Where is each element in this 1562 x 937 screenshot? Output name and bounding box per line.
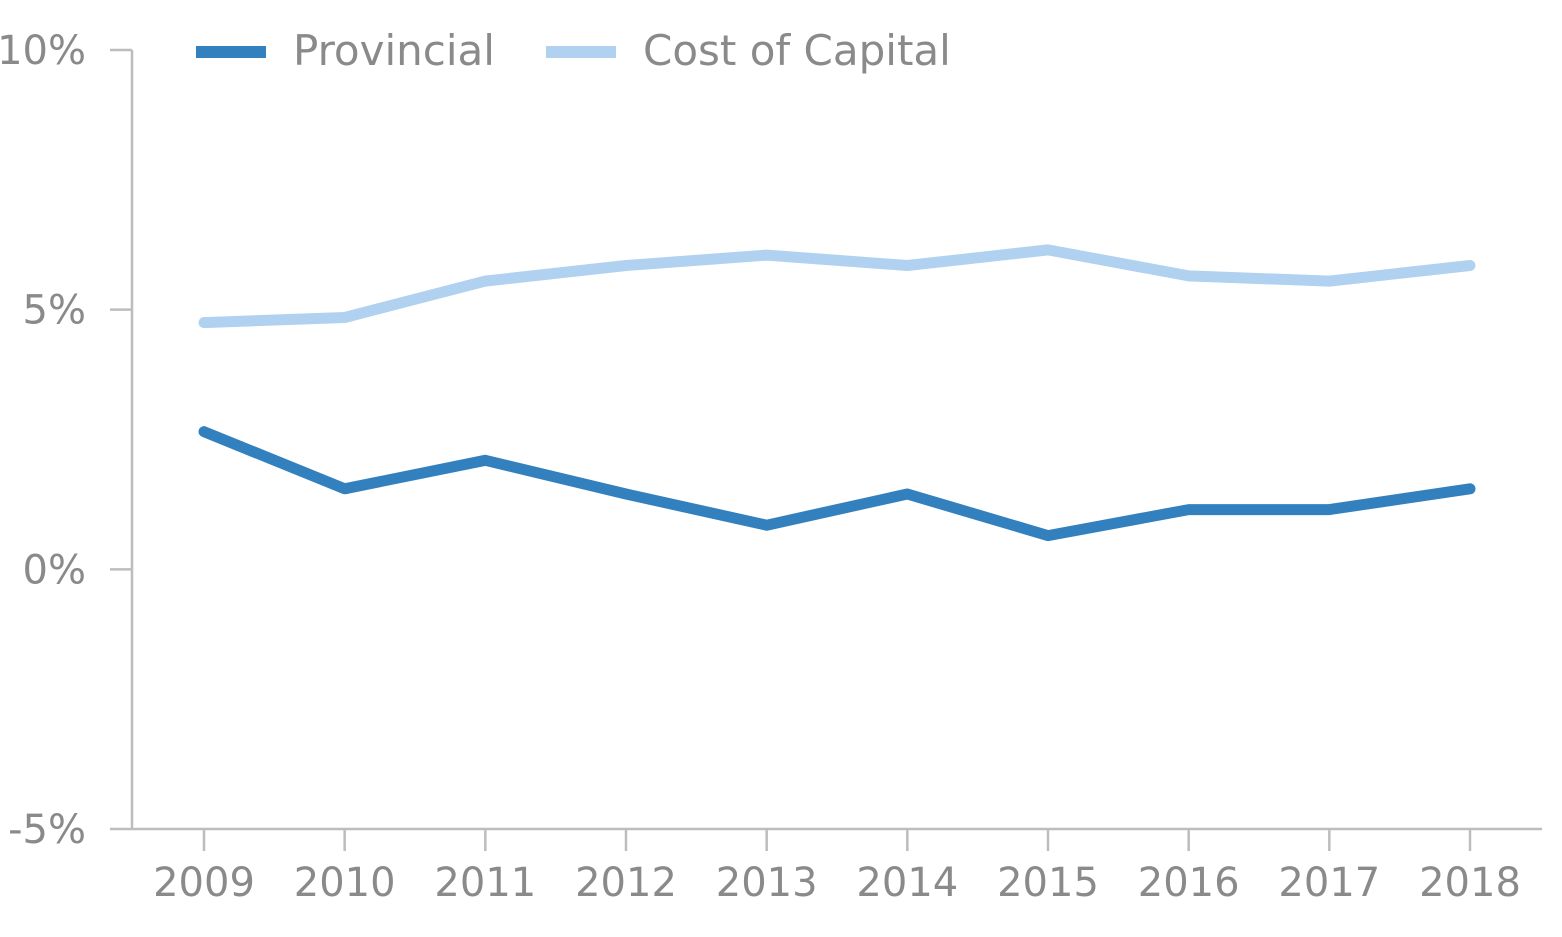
legend-item-provincial: Provincial [196, 26, 495, 75]
legend-label: Provincial [293, 26, 495, 75]
series-layer [198, 244, 1476, 542]
series-line-cost-of-capital [198, 244, 1476, 329]
x-tick-label: 2013 [716, 860, 818, 906]
x-tick-label: 2015 [997, 860, 1099, 906]
legend-item-cost-of-capital: Cost of Capital [546, 26, 951, 75]
x-tick-label: 2012 [575, 860, 677, 906]
x-tick-label: 2017 [1278, 860, 1380, 906]
x-tick-label: 2009 [153, 860, 255, 906]
legend: Provincial Cost of Capital [196, 26, 951, 75]
x-tick-label: 2011 [434, 860, 536, 906]
x-tick-label: 2016 [1138, 860, 1240, 906]
y-tick-label: 5% [23, 288, 86, 334]
series-line-provincial [198, 426, 1476, 542]
x-axis: 2009 2010 2011 2012 2013 2014 2015 2016 2017 2018 [132, 827, 1542, 906]
y-tick-label: -5% [8, 807, 86, 853]
y-tick-label: 0% [23, 547, 86, 593]
x-tick-label: 2018 [1419, 860, 1521, 906]
legend-swatch [196, 46, 266, 58]
x-tick-label: 2014 [856, 860, 958, 906]
x-tick-label: 2010 [294, 860, 396, 906]
legend-swatch [546, 46, 616, 58]
y-tick-label: 10% [0, 28, 86, 74]
y-axis: 10% 5% 0% -5% [0, 28, 134, 853]
legend-label: Cost of Capital [643, 26, 951, 75]
